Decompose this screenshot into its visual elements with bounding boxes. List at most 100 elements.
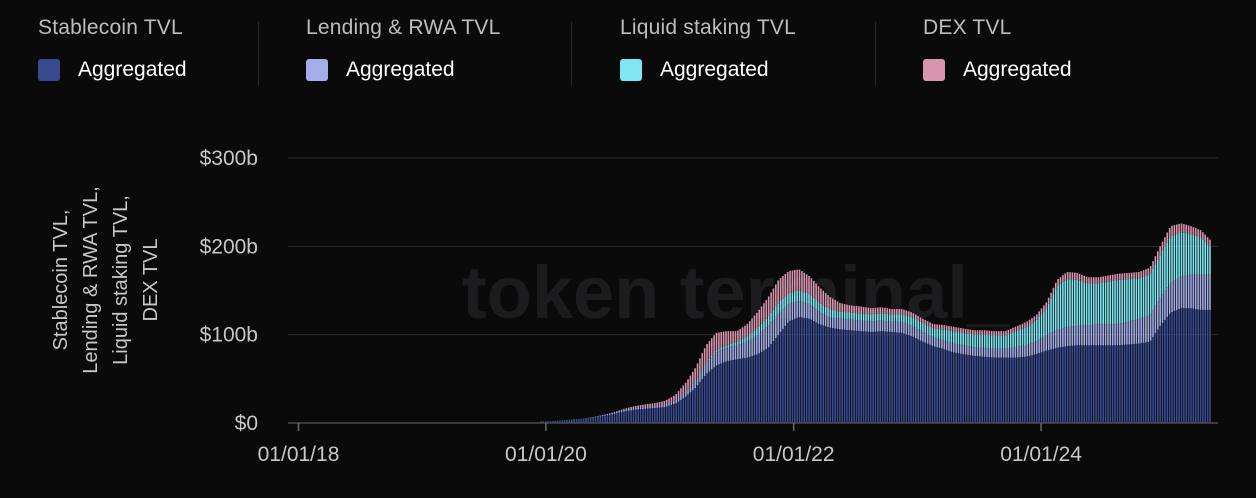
bar-segment bbox=[941, 329, 943, 340]
bar-segment bbox=[955, 327, 957, 332]
legend-item-dex-aggregated[interactable]: Aggregated bbox=[923, 58, 1072, 82]
bar-segment bbox=[727, 331, 730, 345]
bar-segment bbox=[775, 284, 777, 307]
bar-segment bbox=[827, 308, 829, 317]
bar-segment bbox=[834, 299, 836, 311]
bar-segment bbox=[865, 313, 867, 321]
bar-segment bbox=[960, 344, 962, 354]
legend-item-stablecoin-aggregated[interactable]: Aggregated bbox=[38, 58, 187, 82]
bar-segment bbox=[713, 367, 715, 423]
bar-segment bbox=[630, 408, 632, 411]
bar-segment bbox=[1033, 316, 1036, 322]
bar-segment bbox=[1019, 357, 1021, 423]
bar-segment bbox=[661, 407, 663, 423]
bar-segment bbox=[941, 324, 943, 330]
bar-segment bbox=[1028, 319, 1031, 326]
bar-segment bbox=[729, 343, 732, 347]
bar-segment bbox=[1021, 345, 1024, 358]
bar-segment bbox=[687, 379, 689, 389]
bar-segment bbox=[1161, 250, 1164, 295]
bar-segment bbox=[639, 409, 642, 423]
bar-segment bbox=[751, 332, 753, 339]
bar-segment bbox=[661, 404, 663, 408]
bar-segment bbox=[737, 359, 739, 423]
bar-segment bbox=[1107, 324, 1109, 346]
bar-segment bbox=[680, 399, 682, 423]
bar-segment bbox=[1128, 344, 1131, 423]
bar-segment bbox=[1152, 261, 1154, 269]
bar-segment bbox=[990, 335, 993, 349]
bar-segment bbox=[566, 419, 568, 423]
bar-segment bbox=[713, 354, 715, 368]
bar-segment bbox=[720, 332, 723, 349]
bar-segment bbox=[967, 346, 969, 355]
bar-segment bbox=[786, 304, 789, 323]
bar-segment bbox=[789, 270, 791, 293]
bar-segment bbox=[810, 305, 813, 320]
bar-segment bbox=[836, 318, 839, 329]
bar-segment bbox=[1066, 346, 1069, 423]
bar-segment bbox=[798, 317, 801, 423]
bar-segment bbox=[1021, 323, 1024, 329]
bar-segment bbox=[627, 410, 630, 423]
bar-segment bbox=[741, 327, 744, 339]
bar-segment bbox=[1114, 324, 1116, 346]
legend-item-lending-rwa-aggregated[interactable]: Aggregated bbox=[306, 58, 500, 82]
bar-segment bbox=[1123, 279, 1126, 323]
bar-segment bbox=[744, 337, 746, 343]
chart-legend: Stablecoin TVL Aggregated Lending & RWA … bbox=[0, 0, 1256, 100]
bar-segment bbox=[656, 407, 658, 423]
legend-label: Aggregated bbox=[660, 58, 769, 81]
bar-segment bbox=[1052, 331, 1055, 349]
bar-segment bbox=[1062, 281, 1064, 329]
bar-segment bbox=[803, 317, 806, 423]
bar-segment bbox=[658, 407, 661, 423]
bar-segment bbox=[651, 403, 654, 407]
bar-segment bbox=[1002, 348, 1005, 358]
bar-segment bbox=[729, 346, 732, 361]
y-tick-label: $100b bbox=[200, 324, 258, 347]
bar-segment bbox=[1209, 246, 1211, 275]
x-tick-label: 01/01/18 bbox=[258, 443, 340, 466]
bar-segment bbox=[1119, 279, 1121, 324]
bar-segment bbox=[1031, 343, 1033, 356]
bar-segment bbox=[1031, 318, 1033, 324]
bar-segment bbox=[1017, 346, 1019, 358]
bar-segment bbox=[1173, 280, 1176, 312]
bar-segment bbox=[708, 371, 711, 423]
bar-segment bbox=[1114, 345, 1116, 423]
legend-swatch bbox=[620, 59, 642, 81]
bar-segment bbox=[1062, 328, 1064, 347]
bar-segment bbox=[746, 324, 749, 337]
bar-segment bbox=[801, 301, 803, 318]
bar-segment bbox=[931, 323, 934, 328]
bar-segment bbox=[668, 402, 670, 406]
bar-segment bbox=[1126, 322, 1128, 345]
bar-segment bbox=[820, 288, 822, 304]
bar-segment bbox=[1135, 319, 1138, 344]
bar-segment bbox=[829, 297, 832, 310]
bar-segment bbox=[775, 338, 777, 423]
bar-segment bbox=[632, 409, 635, 423]
bar-segment bbox=[608, 413, 611, 415]
legend-label: Aggregated bbox=[963, 58, 1072, 81]
bar-segment bbox=[1069, 345, 1071, 423]
bar-segment bbox=[760, 306, 763, 324]
bar-segment bbox=[952, 331, 955, 344]
bar-segment bbox=[1190, 226, 1192, 235]
bar-segment bbox=[708, 358, 711, 360]
bar-segment bbox=[1021, 357, 1024, 423]
bar-segment bbox=[789, 320, 791, 423]
bar-segment bbox=[703, 376, 706, 423]
legend-item-liquid-staking-aggregated[interactable]: Aggregated bbox=[620, 58, 796, 82]
bar-segment bbox=[922, 323, 924, 333]
bar-segment bbox=[1097, 324, 1100, 346]
bar-segment bbox=[725, 361, 727, 423]
bar-segment bbox=[926, 325, 929, 335]
bar-segment bbox=[1069, 272, 1071, 280]
bar-segment bbox=[872, 321, 874, 332]
bar-segment bbox=[616, 411, 618, 414]
bar-segment bbox=[983, 356, 986, 423]
bar-segment bbox=[706, 344, 708, 362]
bar-segment bbox=[732, 346, 734, 361]
